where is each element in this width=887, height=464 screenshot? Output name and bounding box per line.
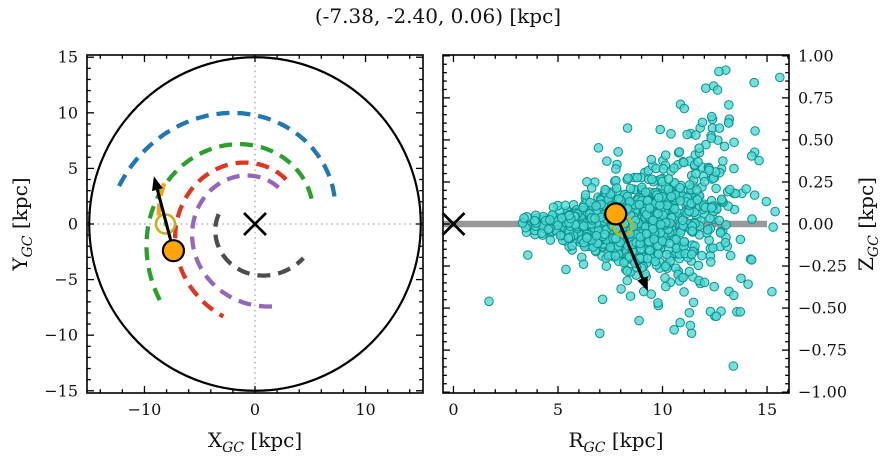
right-panel: 0 5 10 15 1.00 0.75 0.50 0.25 0.00 −0.25 −0.50 −0.7…	[441, 46, 847, 419]
tick-labels: −10 0 10 15 10 5 0 −5 −10 −15	[44, 48, 375, 419]
y-tick-label: −5	[54, 270, 78, 289]
x-tick-label: 10	[355, 400, 375, 419]
y-tick-label: −15	[44, 381, 78, 400]
y-axis-label-left-panel: YGC[kpc]	[8, 177, 36, 271]
y-tick-label: 0.00	[798, 215, 834, 234]
y-tick-label: 10	[58, 103, 78, 122]
tick-labels: 0 5 10 15 1.00 0.75 0.50 0.25 0.00 −0.25 −0.50 −0.7…	[448, 46, 847, 419]
y-tick-label: 0.75	[798, 88, 834, 107]
left-panel: −10 0 10 15 10 5 0 −5 −10 −15	[44, 48, 424, 419]
y-tick-label: −0.75	[798, 341, 847, 360]
x-tick-label: 0	[448, 400, 458, 419]
left-panel-content	[87, 55, 423, 393]
y-tick-label: 0.25	[798, 172, 834, 191]
x-tick-label: 0	[250, 400, 260, 419]
x-tick-label: −10	[128, 400, 162, 419]
right-panel-content	[443, 65, 785, 371]
y-tick-label: −0.50	[798, 299, 847, 318]
velocity-arrow-rz	[614, 213, 648, 292]
y-tick-label: −10	[44, 326, 78, 345]
y-tick-label: −1.00	[798, 383, 847, 402]
y-tick-label: 15	[58, 48, 78, 67]
x-axis-label-left-panel: XGC [kpc]	[207, 428, 303, 456]
scatter-points	[484, 65, 785, 371]
axis-ticks	[443, 55, 789, 393]
x-tick-label: 5	[553, 400, 563, 419]
spiral-local-arm	[156, 182, 167, 216]
y-tick-label: −0.25	[798, 257, 847, 276]
spiral-perseus-arm	[144, 141, 314, 307]
spiral-three-kpc-arm	[213, 213, 305, 278]
y-tick-label: 5	[68, 159, 78, 178]
y-tick-label: 0.50	[798, 130, 834, 149]
x-tick-label: 15	[757, 400, 777, 419]
spiral-scutum-arm	[189, 173, 280, 309]
y-tick-label: 1.00	[798, 46, 834, 65]
y-axis-label-right-panel: ZGC[kpc]	[854, 177, 882, 271]
star-position-marker	[161, 239, 186, 263]
x-axis-label-right-panel: RGC [kpc]	[568, 428, 664, 456]
star-position-marker-rz	[604, 202, 628, 226]
spiral-sagittarius-arm	[173, 160, 288, 319]
galactic-center-cross	[243, 212, 267, 236]
figure-title: (-7.38, -2.40, 0.06) [kpc]	[314, 4, 562, 28]
galactic-center-cross-rz	[441, 212, 466, 236]
y-tick-label: 0	[68, 215, 78, 234]
x-tick-label: 10	[652, 400, 672, 419]
axis-ticks	[87, 55, 423, 393]
spiral-outer-arm	[113, 110, 337, 197]
